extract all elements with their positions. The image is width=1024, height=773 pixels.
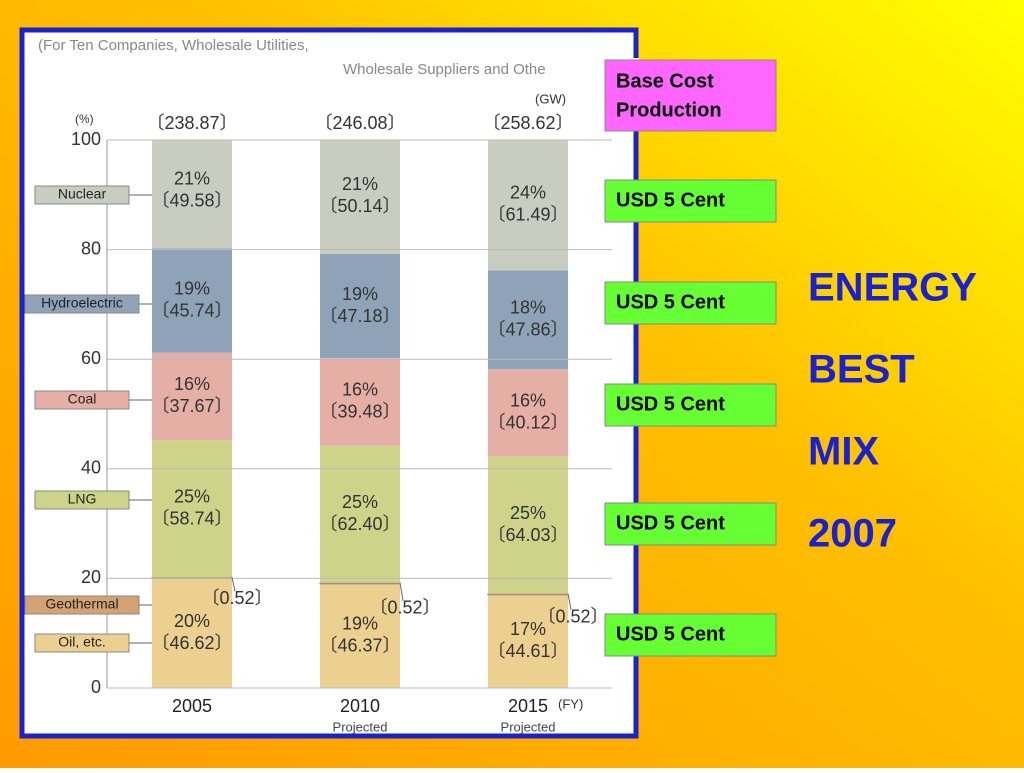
connector <box>399 582 404 601</box>
total-label: 〔258.62〕 <box>482 113 573 133</box>
value-label: 21% <box>174 169 210 189</box>
cost-box <box>604 179 777 223</box>
cost-label: USD 5 Cent <box>616 512 725 534</box>
y-tick-label: 100 <box>71 129 101 149</box>
category-note: Projected <box>333 719 388 734</box>
bar-segment <box>320 253 400 359</box>
cost-header: Production <box>616 99 722 121</box>
header-line: Wholesale Suppliers and Othe <box>343 61 546 78</box>
cost-header: Base Cost <box>616 70 714 92</box>
value-label: 17% <box>510 619 546 639</box>
gw-label: 〔44.61〕 <box>487 641 568 661</box>
gw-label: 〔40.12〕 <box>487 413 568 433</box>
value-label: 25% <box>174 487 210 507</box>
y-tick-label: 60 <box>81 348 101 368</box>
cost-label: USD 5 Cent <box>616 393 725 415</box>
title-line: 2007 <box>808 512 897 556</box>
bar-segment <box>488 369 568 457</box>
bar-segment <box>488 456 568 594</box>
x-tick-label: 2015 <box>508 696 548 716</box>
bar-segment <box>320 140 400 254</box>
legend-label: Nuclear <box>58 186 107 202</box>
header-line: (For Ten Companies, Wholesale Utilities, <box>38 37 309 54</box>
bar-segment <box>152 440 232 578</box>
cost-label: USD 5 Cent <box>616 189 725 211</box>
total-label: 〔238.87〕 <box>146 113 237 133</box>
gw-label: 〔50.14〕 <box>319 196 400 216</box>
bar-segment <box>152 578 232 688</box>
cost-box <box>604 383 777 427</box>
value-label: 25% <box>342 492 378 512</box>
bar-segment <box>320 358 400 446</box>
cost-label: USD 5 Cent <box>616 623 725 645</box>
total-label: 〔246.08〕 <box>314 113 405 133</box>
value-label: 19% <box>342 614 378 634</box>
bar-segment <box>488 594 568 688</box>
connector <box>231 577 236 592</box>
legend-label: Hydroelectric <box>41 295 123 311</box>
gw-label: 〔0.52〕 <box>201 588 272 608</box>
gw-label: 〔39.48〕 <box>319 402 400 422</box>
cost-box <box>604 502 777 546</box>
cost-box <box>604 613 777 657</box>
bar-segment <box>152 140 232 249</box>
bar-segment <box>487 593 569 596</box>
legend-label: Oil, etc. <box>58 634 105 650</box>
gw-label: 〔0.52〕 <box>369 598 440 618</box>
value-label: 19% <box>174 278 210 298</box>
gw-label: 〔0.52〕 <box>537 606 608 626</box>
gw-label: 〔49.58〕 <box>151 191 232 211</box>
plot <box>151 140 569 688</box>
value-label: 16% <box>342 380 378 400</box>
x-tick-label: 2010 <box>340 696 380 716</box>
gw-label: 〔37.67〕 <box>151 396 232 416</box>
gw-label: 〔58.74〕 <box>151 509 232 529</box>
legend-label: Geothermal <box>45 596 118 612</box>
gw-label: 〔47.18〕 <box>319 306 400 326</box>
value-label: 18% <box>510 297 546 317</box>
bar-segment <box>488 270 568 370</box>
value-label: 16% <box>510 391 546 411</box>
gw-label: 〔62.40〕 <box>319 514 400 534</box>
cost-label: USD 5 Cent <box>616 291 725 313</box>
value-label: 19% <box>342 284 378 304</box>
x-tick-label: 2005 <box>172 696 212 716</box>
x-unit: (FY) <box>558 696 583 711</box>
total-unit: (GW) <box>535 91 566 106</box>
title-line: ENERGY <box>808 266 977 310</box>
title-line: BEST <box>808 348 915 392</box>
y-tick-label: 0 <box>91 677 101 697</box>
gw-label: 〔64.03〕 <box>487 525 568 545</box>
value-label: 24% <box>510 182 546 202</box>
gw-label: 〔46.62〕 <box>151 633 232 653</box>
y-unit: (%) <box>75 112 94 126</box>
value-label: 20% <box>174 611 210 631</box>
bar-segment <box>319 582 401 585</box>
y-tick-label: 40 <box>81 458 101 478</box>
gw-label: 〔47.86〕 <box>487 319 568 339</box>
gw-label: 〔46.37〕 <box>319 636 400 656</box>
gw-label: 〔45.74〕 <box>151 300 232 320</box>
gw-label: 〔61.49〕 <box>487 204 568 224</box>
legend-label: Coal <box>68 391 97 407</box>
cost-box <box>604 281 777 325</box>
value-label: 25% <box>510 503 546 523</box>
cost-header-box <box>604 59 777 132</box>
legend-label: LNG <box>68 491 97 507</box>
bar-segment <box>488 140 568 271</box>
value-label: 16% <box>174 374 210 394</box>
bar-segment <box>152 352 232 441</box>
connector <box>567 593 572 610</box>
category-note: Projected <box>501 719 556 734</box>
value-label: 21% <box>342 174 378 194</box>
title-line: MIX <box>808 430 879 474</box>
bar-segment <box>152 248 232 353</box>
y-tick-label: 80 <box>81 238 101 258</box>
y-tick-label: 20 <box>81 567 101 587</box>
bar-segment <box>320 583 400 688</box>
